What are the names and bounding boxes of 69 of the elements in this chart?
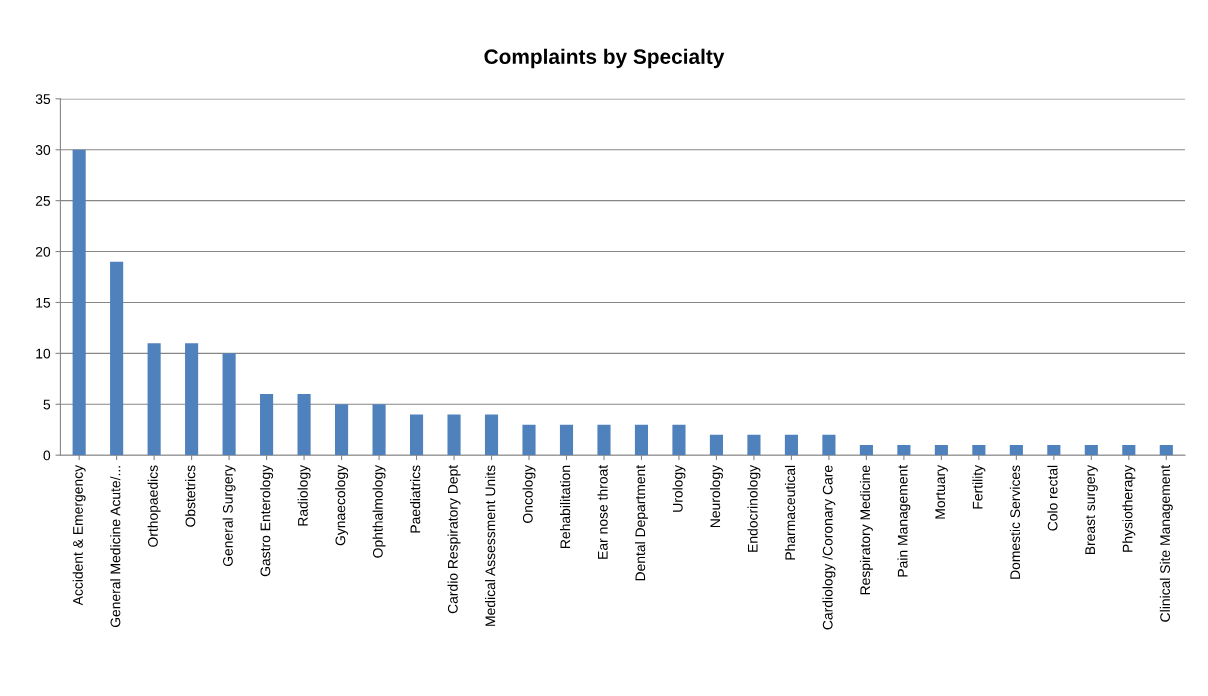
bar xyxy=(522,424,536,456)
bar xyxy=(1009,445,1023,456)
bar xyxy=(372,404,386,456)
x-tick-label: Pain Management xyxy=(897,465,911,577)
x-tick-label: General Medicine Acute/... xyxy=(110,466,121,628)
y-tick-label: 35 xyxy=(35,94,51,104)
bar xyxy=(147,343,161,456)
x-tick-label: Pharmaceutical xyxy=(784,465,796,560)
x-tick-label: Mortuary xyxy=(935,464,948,519)
bar xyxy=(260,394,274,456)
bar xyxy=(972,445,986,456)
bar xyxy=(559,424,574,456)
bar xyxy=(1047,445,1061,456)
x-tick-label: Dental Department xyxy=(634,465,648,581)
bar xyxy=(934,445,948,456)
x-tick-label: Radiology xyxy=(297,464,311,526)
x-tick-label: Cardiology /Coronary Care xyxy=(822,465,836,630)
y-tick-label: 5 xyxy=(43,399,51,410)
x-tick-label: Domestic Services xyxy=(1009,465,1021,579)
x-tick-label: Gynaecology xyxy=(335,464,349,546)
y-tick-label: 30 xyxy=(35,145,51,155)
bar xyxy=(859,445,873,456)
bar xyxy=(335,404,349,456)
chart-title: Complaints by Specialty xyxy=(484,48,725,69)
bar xyxy=(297,394,311,456)
bar xyxy=(672,424,686,456)
bar xyxy=(110,261,124,456)
x-tick-label: Orthopaedics xyxy=(147,465,161,547)
x-tick-label: Accident & Emergency xyxy=(72,464,86,606)
y-tick-label: 20 xyxy=(35,246,51,257)
x-tick-label: Urology xyxy=(672,464,686,512)
y-tick-label: 15 xyxy=(36,297,51,308)
x-tick-label: Oncology xyxy=(522,464,536,523)
x-tick-label: Endocrinology xyxy=(747,464,761,552)
x-tick-label: General Surgery xyxy=(222,464,236,567)
y-tick-label: 25 xyxy=(35,195,51,206)
bar xyxy=(1159,445,1173,456)
x-tick-label: Respiratory Medicine xyxy=(859,465,873,595)
bar xyxy=(784,434,798,456)
y-tick-label: 0 xyxy=(43,450,51,461)
bar xyxy=(222,353,236,456)
bar xyxy=(409,414,424,456)
bar xyxy=(597,424,611,456)
y-tick-label: 10 xyxy=(36,348,51,359)
x-tick-label: Neurology xyxy=(709,464,723,528)
bar xyxy=(72,149,86,456)
bar xyxy=(1122,445,1136,456)
bar xyxy=(447,414,461,456)
x-tick-label: Ear nose throat xyxy=(597,465,608,559)
x-tick-label: Medical Assessment Units xyxy=(485,465,496,626)
x-tick-label: Paediatrics xyxy=(410,465,421,533)
bar xyxy=(1084,445,1098,456)
bar xyxy=(897,445,911,456)
x-tick-label: Cardio Respiratory Dept xyxy=(447,465,461,614)
x-tick-label: Obstetrics xyxy=(185,465,196,527)
x-tick-label: Ophthalmology xyxy=(372,464,386,558)
bar xyxy=(634,424,649,456)
bar xyxy=(822,434,836,456)
x-tick-label: Rehabilitation xyxy=(560,465,571,548)
x-tick-label: Colo rectal xyxy=(1047,465,1058,531)
bar xyxy=(747,434,761,456)
x-tick-label: Gastro Enterology xyxy=(260,464,274,577)
x-tick-label: Breast surgery xyxy=(1085,464,1098,555)
bar xyxy=(709,434,724,456)
x-tick-label: Fertility xyxy=(972,464,986,509)
x-tick-label: Clinical Site Management xyxy=(1159,465,1173,622)
bar xyxy=(484,414,499,456)
x-tick-label: Physiotherapy xyxy=(1122,464,1136,552)
bar xyxy=(185,343,199,456)
